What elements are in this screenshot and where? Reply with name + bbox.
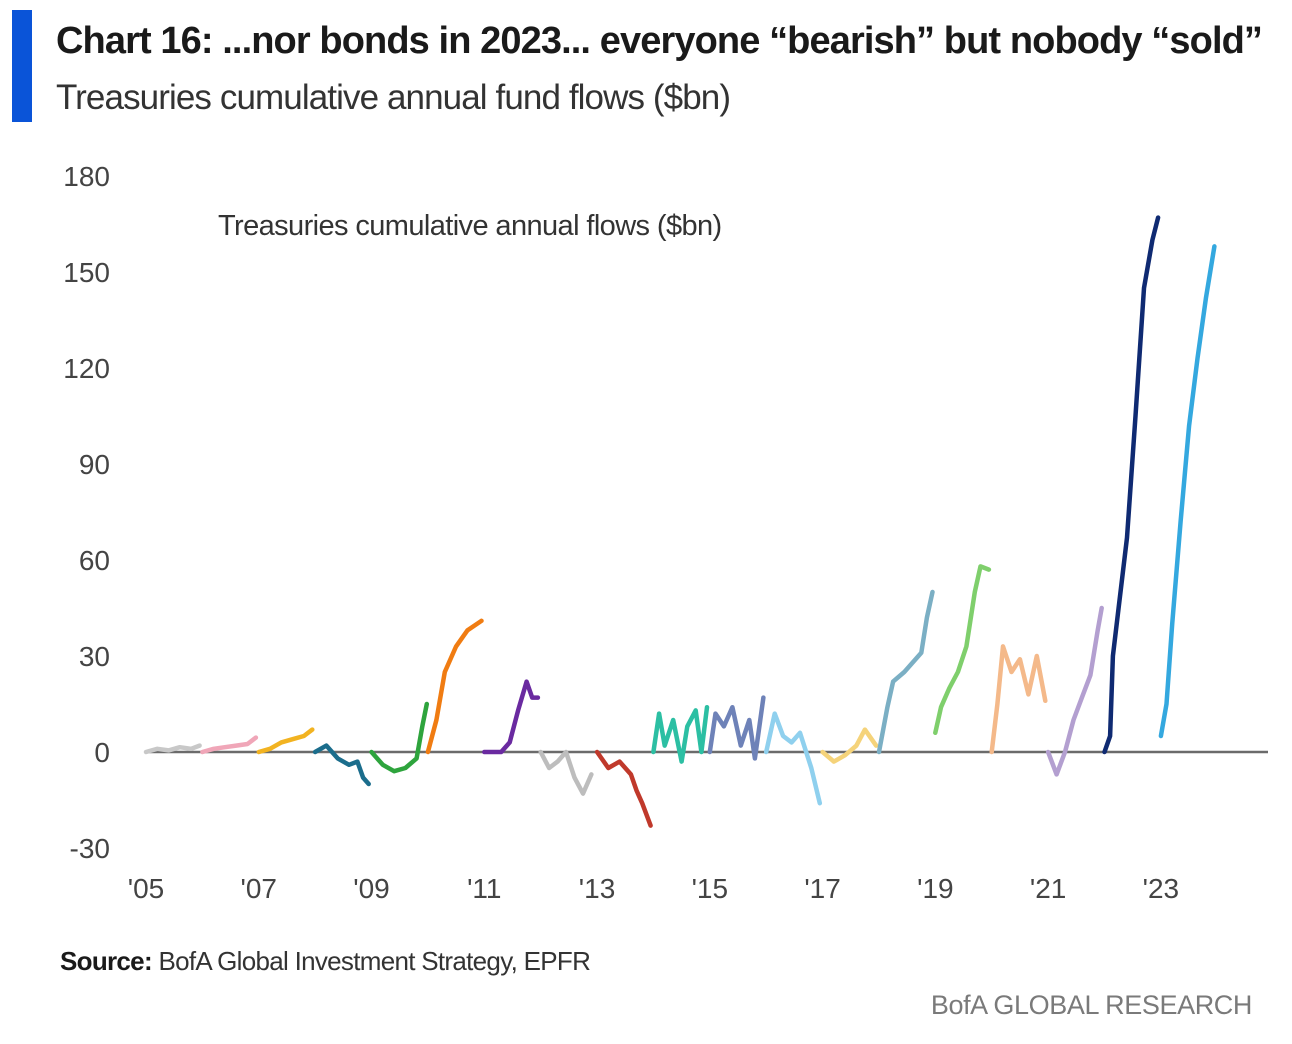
y-tick-label: 180 [63, 161, 110, 192]
series-line [594, 749, 653, 828]
title-accent-bar [12, 10, 32, 122]
series-line [989, 644, 1048, 755]
chart-subtitle: Treasuries cumulative annual fund flows … [56, 78, 731, 117]
chart-title: Chart 16: ...nor bonds in 2023... everyo… [56, 20, 1263, 62]
x-tick-label: '09 [353, 873, 390, 904]
y-tick-label: 60 [79, 545, 110, 576]
x-tick-label: '13 [579, 873, 616, 904]
source-label: Source: [60, 946, 153, 976]
series-line [1158, 244, 1217, 739]
y-tick-label: 30 [79, 641, 110, 672]
series-line [820, 727, 879, 764]
series-line [482, 679, 541, 755]
x-tick-label: '21 [1030, 873, 1067, 904]
series-line [1102, 215, 1161, 755]
series-line [933, 564, 992, 736]
chart-annotation: Treasuries cumulative annual flows ($bn) [218, 210, 722, 242]
y-tick-label: 120 [63, 353, 110, 384]
y-tick-label: 0 [94, 737, 110, 768]
y-tick-label: 90 [79, 449, 110, 480]
series-line [651, 704, 710, 764]
x-tick-label: '19 [917, 873, 954, 904]
source-text: BofA Global Investment Strategy, EPFR [158, 946, 591, 976]
y-tick-label: -30 [70, 833, 110, 864]
x-tick-label: '11 [467, 873, 501, 904]
series-line [425, 618, 484, 755]
x-tick-label: '15 [692, 873, 729, 904]
x-tick-label: '07 [241, 873, 278, 904]
brand-footer: BofA GLOBAL RESEARCH [930, 990, 1253, 1020]
x-tick-label: '17 [804, 873, 841, 904]
series-line [763, 711, 823, 806]
series-line [369, 701, 430, 774]
series-line [1045, 605, 1104, 777]
series-line [200, 735, 259, 755]
x-tick-label: '23 [1143, 873, 1180, 904]
y-tick-label: 150 [63, 257, 110, 288]
series-line [538, 749, 594, 796]
source-note: Source: BofA Global Investment Strategy,… [60, 946, 591, 977]
series-line [256, 727, 315, 755]
series-line [707, 695, 766, 761]
series-line [876, 589, 935, 755]
series-line [143, 743, 202, 755]
x-tick-label: '05 [128, 873, 165, 904]
series-line [312, 743, 371, 787]
